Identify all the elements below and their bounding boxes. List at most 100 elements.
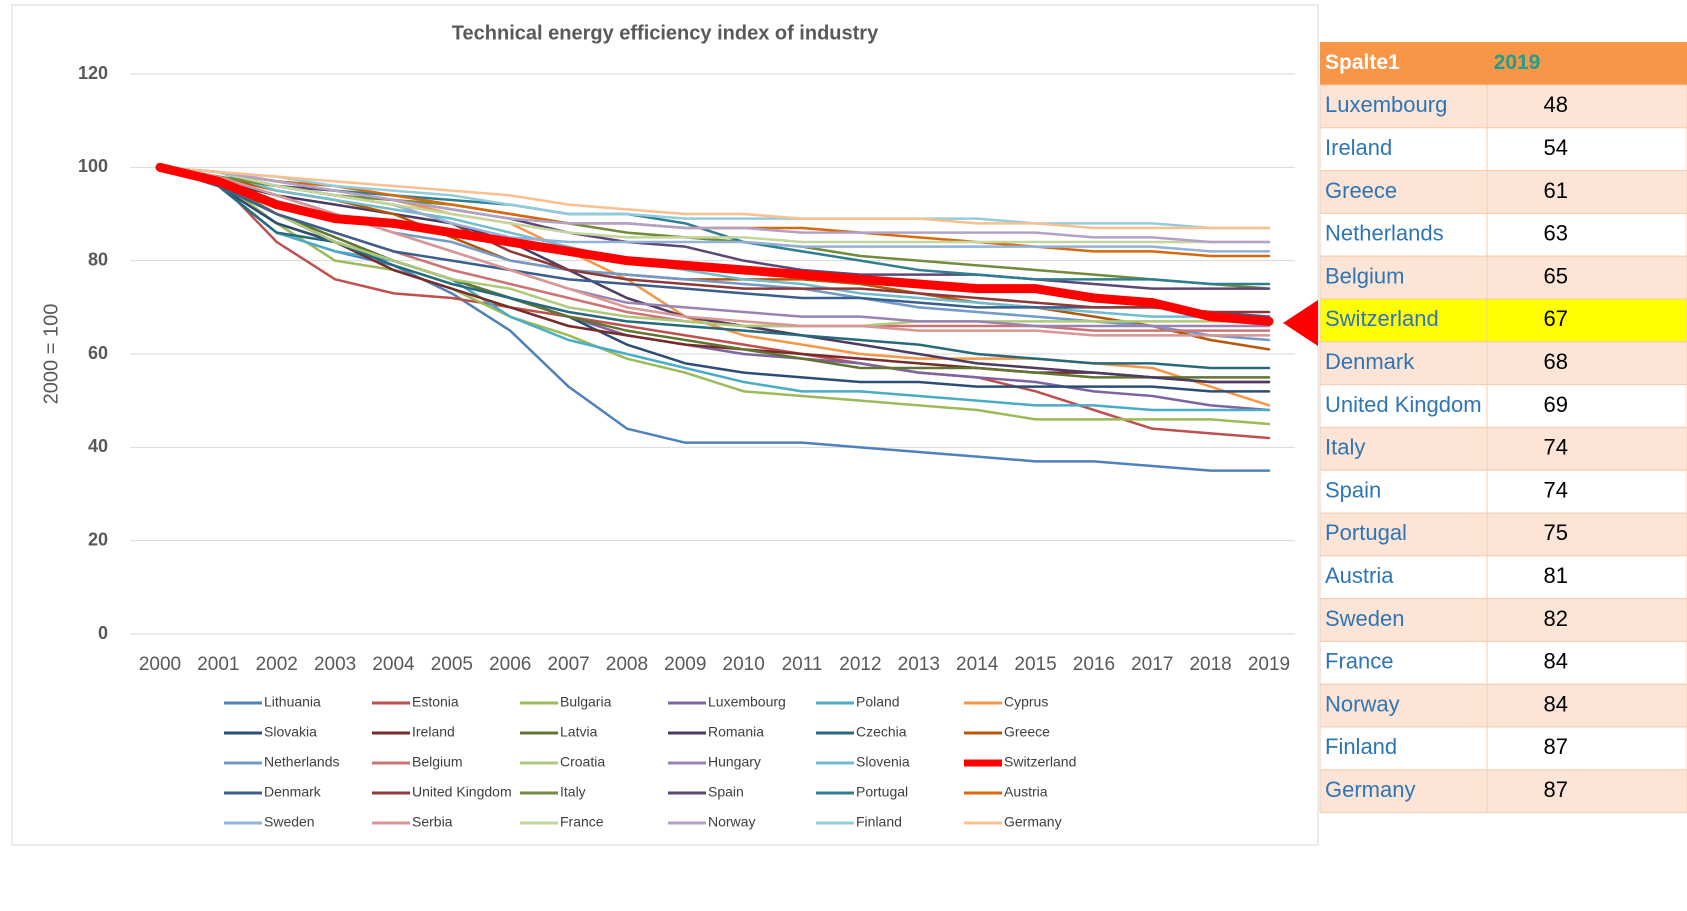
legend-label: Germany	[1004, 814, 1062, 830]
legend-label: Netherlands	[264, 754, 340, 770]
legend-label: Romania	[708, 724, 764, 740]
legend-label: Switzerland	[1004, 754, 1076, 770]
table-cell: Sweden	[1325, 606, 1405, 631]
table-cell: 69	[1544, 392, 1568, 417]
legend-label: Serbia	[412, 814, 453, 830]
legend-label: Hungary	[708, 754, 761, 770]
legend-label: Lithuania	[264, 694, 321, 710]
table-row-bg	[1319, 84, 1687, 129]
series-line	[158, 166, 1271, 230]
legend-label: Cyprus	[1004, 694, 1048, 710]
legend-label: Italy	[560, 784, 586, 800]
table-cell: 84	[1544, 691, 1568, 716]
table-cell: 63	[1544, 221, 1568, 246]
series-line	[158, 166, 1271, 318]
x-tick-label: 2002	[256, 654, 298, 675]
legend-label: Czechia	[856, 724, 907, 740]
table-row-bg	[1319, 769, 1687, 814]
table-row-bg	[1319, 726, 1687, 771]
table-cell: Portugal	[1325, 520, 1407, 545]
series-line	[158, 166, 1271, 384]
table-cell: 87	[1544, 777, 1568, 802]
x-tick-label: 2014	[956, 654, 999, 675]
legend-label: Croatia	[560, 754, 605, 770]
series-line	[158, 166, 1271, 412]
table-cell: Finland	[1325, 734, 1397, 759]
table-cell: 54	[1544, 135, 1568, 160]
legend-label: United Kingdom	[412, 784, 512, 800]
table-cell: Luxembourg	[1325, 92, 1447, 117]
x-tick-label: 2013	[898, 654, 940, 675]
legend-label: Belgium	[412, 754, 463, 770]
table-header: Spalte1	[1325, 51, 1400, 74]
series-line	[158, 166, 1271, 244]
table-cell: Belgium	[1325, 263, 1404, 288]
series-line	[158, 166, 1271, 328]
x-tick-label: 2019	[1248, 654, 1290, 675]
chart-frame	[11, 4, 1319, 846]
y-axis-label: 2000 = 100	[40, 304, 62, 405]
table-row-bg	[1319, 212, 1687, 257]
highlight-arrow	[1283, 300, 1318, 346]
legend-label: Norway	[708, 814, 755, 830]
table-row-bg	[1319, 255, 1687, 300]
table-row-bg	[1319, 640, 1687, 685]
table-cell: 81	[1544, 563, 1568, 588]
legend-label: Estonia	[412, 694, 459, 710]
legend-label: France	[560, 814, 604, 830]
x-tick-label: 2000	[139, 654, 181, 675]
table-header: 2019	[1494, 51, 1541, 74]
table-cell: 75	[1544, 520, 1568, 545]
y-tick-label: 80	[88, 249, 108, 269]
table-cell: 74	[1544, 477, 1568, 502]
table-row-bg	[1319, 555, 1687, 600]
table-cell: 68	[1544, 349, 1568, 374]
x-tick-label: 2004	[372, 654, 415, 675]
x-tick-label: 2011	[782, 654, 823, 675]
table-cell: Norway	[1325, 691, 1400, 716]
y-tick-label: 40	[88, 436, 108, 456]
table-row-bg	[1319, 127, 1687, 172]
table-header-bg	[1320, 42, 1687, 85]
x-tick-label: 2017	[1131, 654, 1173, 675]
chart-title: Technical energy efficiency index of ind…	[452, 22, 879, 44]
table-cell: Netherlands	[1325, 221, 1444, 246]
table-cell: 82	[1544, 606, 1568, 631]
legend-label: Slovakia	[264, 724, 317, 740]
x-tick-label: 2006	[489, 654, 531, 675]
y-tick-label: 20	[88, 529, 108, 549]
table-row-bg	[1319, 512, 1687, 557]
table-cell: 61	[1544, 178, 1568, 203]
table-cell: United Kingdom	[1325, 392, 1482, 417]
legend-label: Finland	[856, 814, 902, 830]
x-tick-label: 2009	[664, 654, 706, 675]
legend-label: Poland	[856, 694, 900, 710]
legend-label: Denmark	[264, 784, 322, 800]
x-tick-label: 2015	[1014, 654, 1056, 675]
legend-label: Bulgaria	[560, 694, 612, 710]
series-line	[158, 166, 1271, 426]
legend-label: Greece	[1004, 724, 1050, 740]
legend-label: Latvia	[560, 724, 598, 740]
table-row-bg	[1319, 598, 1687, 642]
x-tick-label: 2016	[1073, 654, 1115, 675]
x-tick-label: 2018	[1189, 654, 1231, 675]
y-tick-label: 0	[98, 623, 108, 643]
x-tick-label: 2003	[314, 654, 356, 675]
y-tick-label: 100	[78, 156, 108, 176]
table-row-bg	[1319, 469, 1687, 514]
series-line	[158, 166, 1271, 440]
table-cell: Germany	[1325, 777, 1415, 802]
legend-label: Slovenia	[856, 754, 910, 770]
table-row-bg	[1319, 683, 1687, 728]
legend-label: Luxembourg	[708, 694, 786, 710]
legend-label: Ireland	[412, 724, 455, 740]
series-line	[158, 166, 1271, 244]
table-row-bg	[1319, 426, 1687, 471]
x-tick-label: 2005	[431, 654, 473, 675]
table-cell: 65	[1544, 263, 1568, 288]
x-tick-label: 2012	[839, 654, 881, 675]
legend-label: Sweden	[264, 814, 315, 830]
legend-label: Spain	[708, 784, 744, 800]
table-cell: 67	[1544, 306, 1568, 331]
